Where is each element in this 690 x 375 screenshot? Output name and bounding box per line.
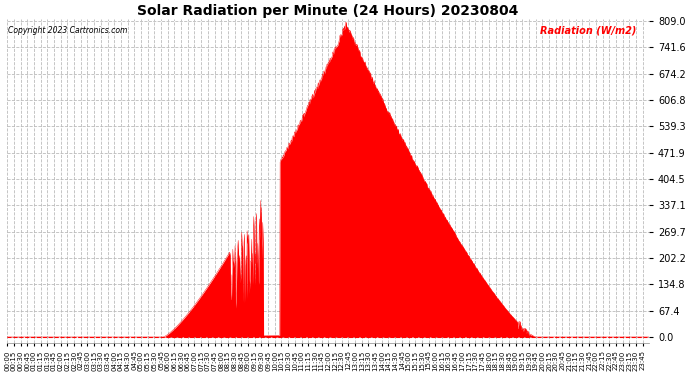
Text: Radiation (W/m2): Radiation (W/m2) [540,26,636,36]
Title: Solar Radiation per Minute (24 Hours) 20230804: Solar Radiation per Minute (24 Hours) 20… [137,4,519,18]
Text: Copyright 2023 Cartronics.com: Copyright 2023 Cartronics.com [8,26,128,35]
